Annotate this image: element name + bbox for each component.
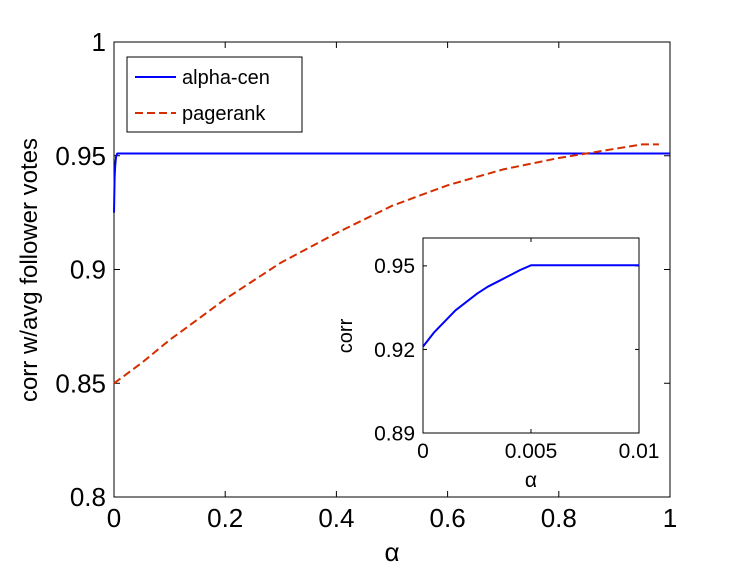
inset-y-axis-title: corr	[335, 318, 357, 353]
inset-chart: 0 0.005 0.01 0.89 0.92 0.95 α corr	[335, 237, 659, 492]
legend-box	[126, 56, 303, 133]
main-x-tick-label: 0	[107, 503, 121, 533]
inset-series-line-0	[422, 264, 639, 348]
main-series-alpha-cen	[113, 152, 670, 213]
main-x-axis-title: α	[384, 537, 399, 567]
legend-label-alpha-cen: alpha-cen	[182, 67, 270, 89]
main-x-tick-label: 0.2	[207, 503, 243, 533]
main-ticks: 0 0.2 0.4 0.6 0.8 1 0.8 0.85 0.9 0.95 1	[55, 27, 677, 533]
inset-plot-area	[422, 237, 640, 434]
main-x-tick-label: 1	[663, 503, 677, 533]
main-y-tick-label: 0.8	[70, 482, 106, 512]
inset-x-tick-label: 0.005	[505, 440, 558, 463]
inset-y-tick-label: 0.92	[374, 339, 415, 362]
inset-y-tick-label: 0.95	[374, 255, 415, 278]
inset-x-axis-title: α	[525, 469, 537, 492]
inset-x-tick-label: 0	[417, 440, 429, 463]
main-y-tick-label: 0.85	[55, 368, 106, 398]
main-y-tick-label: 1	[92, 27, 106, 57]
main-series-pagerank	[113, 143, 659, 385]
legend: alpha-cen pagerank	[126, 56, 303, 133]
main-y-axis-title: corr w/avg follower votes	[16, 138, 43, 402]
inset-ticks: 0 0.005 0.01 0.89 0.92 0.95	[374, 238, 659, 463]
inset-x-tick-label: 0.01	[619, 440, 660, 463]
main-y-tick-label: 0.9	[70, 255, 106, 285]
main-x-tick-label: 0.8	[541, 503, 577, 533]
inset-series	[422, 264, 639, 348]
main-x-tick-label: 0.4	[318, 503, 354, 533]
inset-y-tick-label: 0.89	[374, 422, 415, 445]
main-x-tick-label: 0.6	[430, 503, 466, 533]
main-y-tick-label: 0.95	[55, 141, 106, 171]
legend-label-pagerank: pagerank	[182, 103, 266, 125]
main-series	[113, 143, 670, 385]
